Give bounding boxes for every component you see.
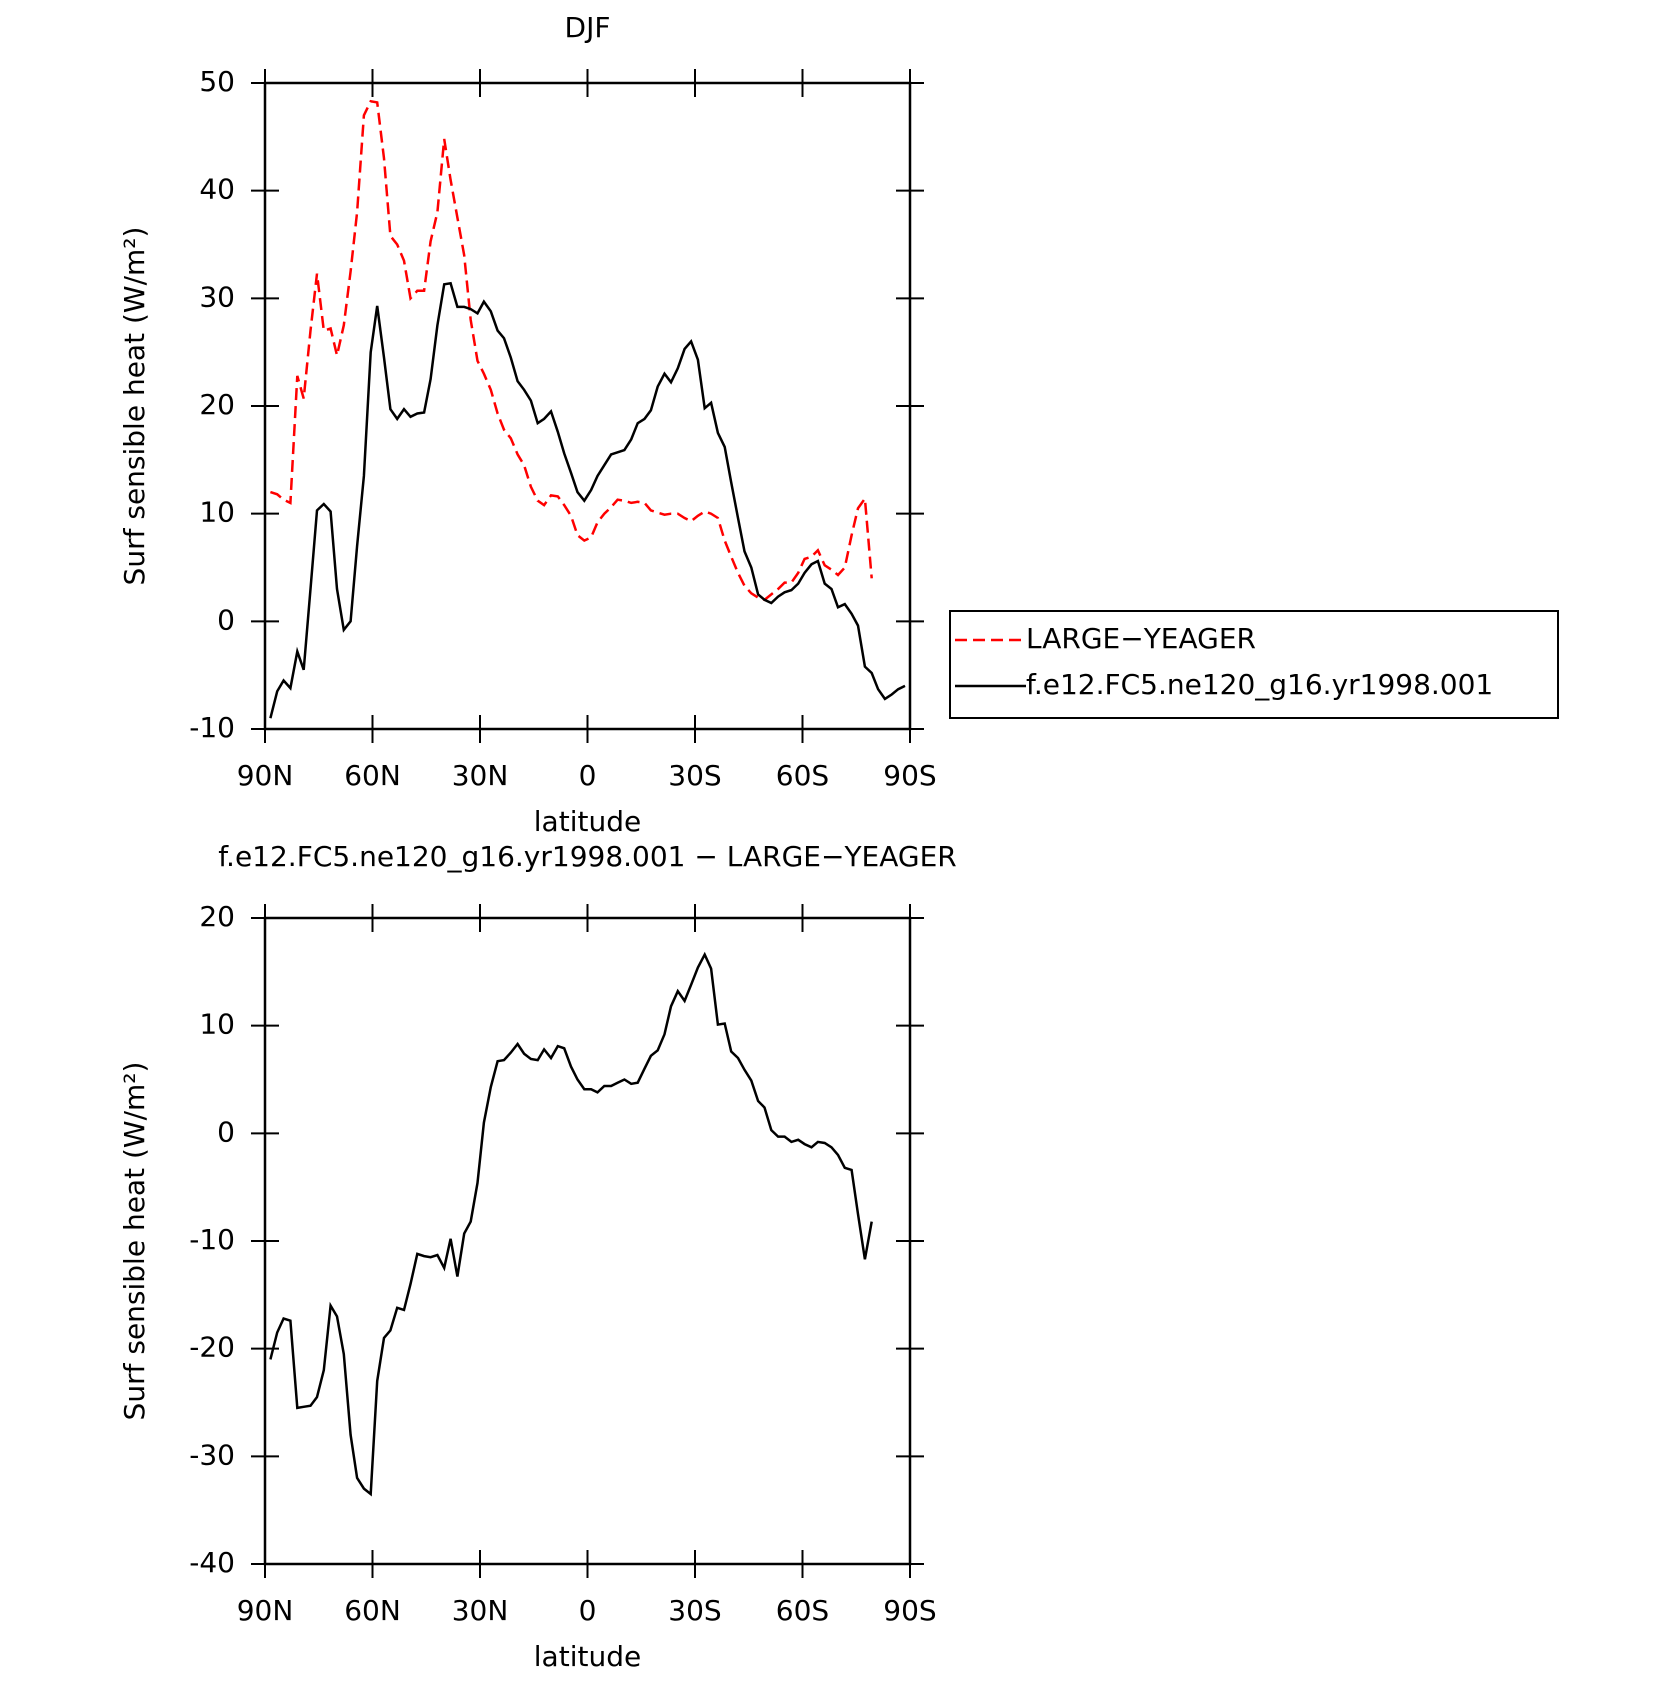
data-line — [269, 951, 873, 1497]
y-tick-label: -10 — [189, 1223, 235, 1256]
y-tick-label: -20 — [189, 1331, 235, 1364]
y-tick-label: -10 — [189, 711, 235, 744]
y-tick-label: 30 — [199, 280, 235, 313]
y-tick-label: 40 — [199, 173, 235, 206]
data-line — [269, 281, 906, 719]
x-tick-label: 60N — [344, 1594, 401, 1627]
x-axis-label: latitude — [534, 1640, 641, 1673]
x-tick-label: 60S — [776, 1594, 829, 1627]
chart-title: f.e12.FC5.ne120_g16.yr1998.001 − LARGE−Y… — [218, 840, 957, 873]
data-line — [270, 99, 873, 602]
x-tick-label: 30N — [452, 759, 509, 792]
x-axis-label: latitude — [534, 805, 641, 838]
y-tick-label: 0 — [217, 1115, 235, 1148]
y-tick-label: 0 — [217, 603, 235, 636]
x-tick-label: 30N — [452, 1594, 509, 1627]
y-tick-label: 10 — [199, 496, 235, 529]
y-tick-label: 20 — [199, 388, 235, 421]
x-tick-label: 90N — [237, 1594, 294, 1627]
x-tick-label: 60S — [776, 759, 829, 792]
y-tick-label: 50 — [199, 65, 235, 98]
x-tick-label: 0 — [579, 1594, 597, 1627]
x-tick-label: 30S — [668, 759, 721, 792]
y-axis-label: Surf sensible heat (W/m²) — [118, 1062, 151, 1421]
y-tick-label: 20 — [199, 900, 235, 933]
legend-box — [949, 610, 1559, 719]
y-tick-label: -30 — [189, 1438, 235, 1471]
legend-label: f.e12.FC5.ne120_g16.yr1998.001 — [1026, 668, 1493, 701]
chart-title: DJF — [565, 11, 611, 44]
x-tick-label: 90N — [237, 759, 294, 792]
y-tick-label: 10 — [199, 1008, 235, 1041]
x-tick-label: 0 — [579, 759, 597, 792]
y-tick-label: -40 — [189, 1546, 235, 1579]
x-tick-label: 90S — [883, 759, 936, 792]
y-axis-label: Surf sensible heat (W/m²) — [118, 227, 151, 586]
x-tick-label: 90S — [883, 1594, 936, 1627]
x-tick-label: 60N — [344, 759, 401, 792]
plot-frame — [263, 916, 912, 1566]
x-tick-label: 30S — [668, 1594, 721, 1627]
legend-label: LARGE−YEAGER — [1026, 622, 1256, 655]
plot-frame — [263, 81, 912, 731]
